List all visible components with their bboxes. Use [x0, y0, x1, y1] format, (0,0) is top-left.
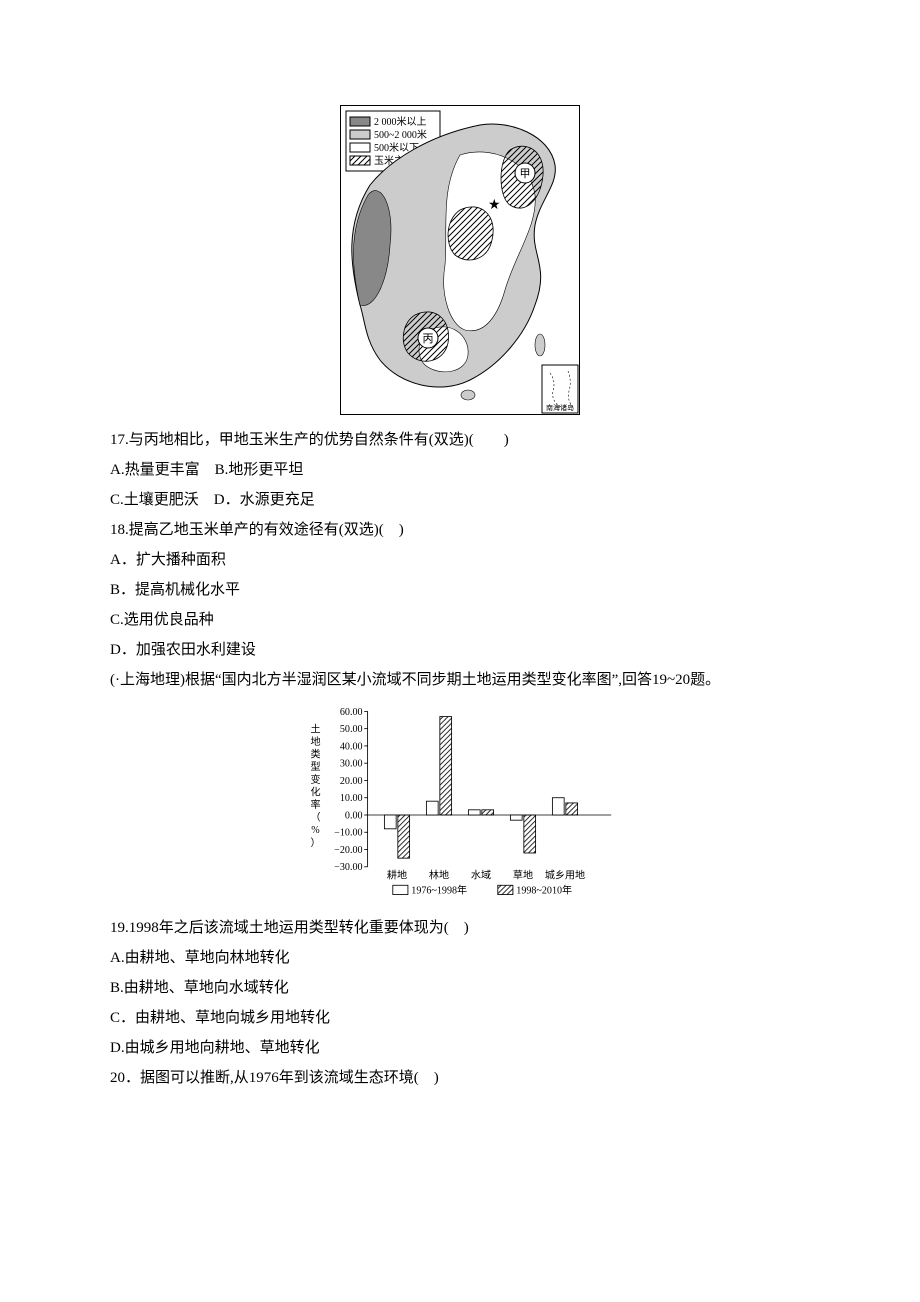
svg-text:地: 地: [310, 735, 320, 748]
map-figure: 2 000米以上 500~2 000米 500米以下 玉米主产区 甲 ★: [110, 105, 810, 415]
svg-text:率: 率: [310, 798, 320, 811]
svg-text:%: %: [311, 825, 320, 836]
legend-l1: 2 000米以上: [374, 115, 427, 128]
svg-text:土: 土: [310, 722, 320, 735]
svg-text:10.00: 10.00: [340, 793, 363, 804]
q18-c: C.选用优良品种: [110, 605, 810, 635]
q18-b: B．提高机械化水平: [110, 575, 810, 605]
q19-stem: 19.1998年之后该流域土地运用类型转化重要体现为( ): [110, 913, 810, 943]
svg-text:50.00: 50.00: [340, 724, 363, 735]
svg-text:林地: 林地: [429, 869, 449, 882]
svg-text:化: 化: [310, 785, 320, 798]
q20-stem: 20．据图可以推断,从1976年到该流域生态环境( ): [110, 1063, 810, 1093]
q19-c: C．由耕地、草地向城乡用地转化: [110, 1003, 810, 1033]
q17-line2: C.土壤更肥沃 D．水源更充足: [110, 485, 810, 515]
bar-chart-svg: 60.00 50.00 40.00 30.00 20.00 10.00 0.00 −10.00…: [300, 703, 620, 913]
china-map-svg: 2 000米以上 500~2 000米 500米以下 玉米主产区 甲 ★: [340, 105, 580, 415]
svg-text:耕地: 耕地: [387, 869, 407, 882]
svg-text:30.00: 30.00: [340, 759, 363, 770]
svg-text:40.00: 40.00: [340, 741, 363, 752]
svg-text:类: 类: [310, 748, 320, 761]
svg-text:草地: 草地: [513, 869, 533, 882]
svg-text:−20.00: −20.00: [334, 845, 362, 856]
svg-text:1998~2010年: 1998~2010年: [516, 884, 572, 897]
svg-text:）: ）: [310, 837, 320, 849]
q19-b: B.由耕地、草地向水域转化: [110, 973, 810, 1003]
svg-text:变: 变: [310, 773, 320, 786]
intro-19-20: (·上海地理)根据“国内北方半湿润区某小流域不同步期土地运用类型变化率图”,回答…: [110, 665, 810, 695]
legend-l2: 500~2 000米: [374, 128, 427, 141]
svg-text:20.00: 20.00: [340, 776, 363, 787]
svg-text:城乡用地: 城乡用地: [545, 869, 585, 882]
svg-text:型: 型: [310, 760, 320, 773]
chart-figure: 60.00 50.00 40.00 30.00 20.00 10.00 0.00 −10.00…: [110, 703, 810, 913]
svg-text:★: ★: [488, 198, 501, 213]
svg-text:−10.00: −10.00: [334, 828, 362, 839]
map-label-b: 丙: [423, 333, 434, 345]
q17-line1: A.热量更丰富 B.地形更平坦: [110, 455, 810, 485]
map-inset-label: 南海诸岛: [546, 403, 574, 412]
q19-d: D.由城乡用地向耕地、草地转化: [110, 1033, 810, 1063]
svg-text:（: （: [310, 812, 320, 824]
svg-text:水域: 水域: [471, 869, 491, 882]
q19-a: A.由耕地、草地向林地转化: [110, 943, 810, 973]
svg-text:−30.00: −30.00: [334, 862, 362, 873]
q18-a: A．扩大播种面积: [110, 545, 810, 575]
q18-d: D．加强农田水利建设: [110, 635, 810, 665]
svg-text:1976~1998年: 1976~1998年: [411, 884, 467, 897]
svg-text:60.00: 60.00: [340, 707, 363, 718]
map-label-a: 甲: [520, 168, 531, 180]
q18-stem: 18.提高乙地玉米单产的有效途径有(双选)( ): [110, 515, 810, 545]
q17-stem: 17.与丙地相比，甲地玉米生产的优势自然条件有(双选)( ): [110, 425, 810, 455]
svg-text:0.00: 0.00: [345, 810, 363, 821]
